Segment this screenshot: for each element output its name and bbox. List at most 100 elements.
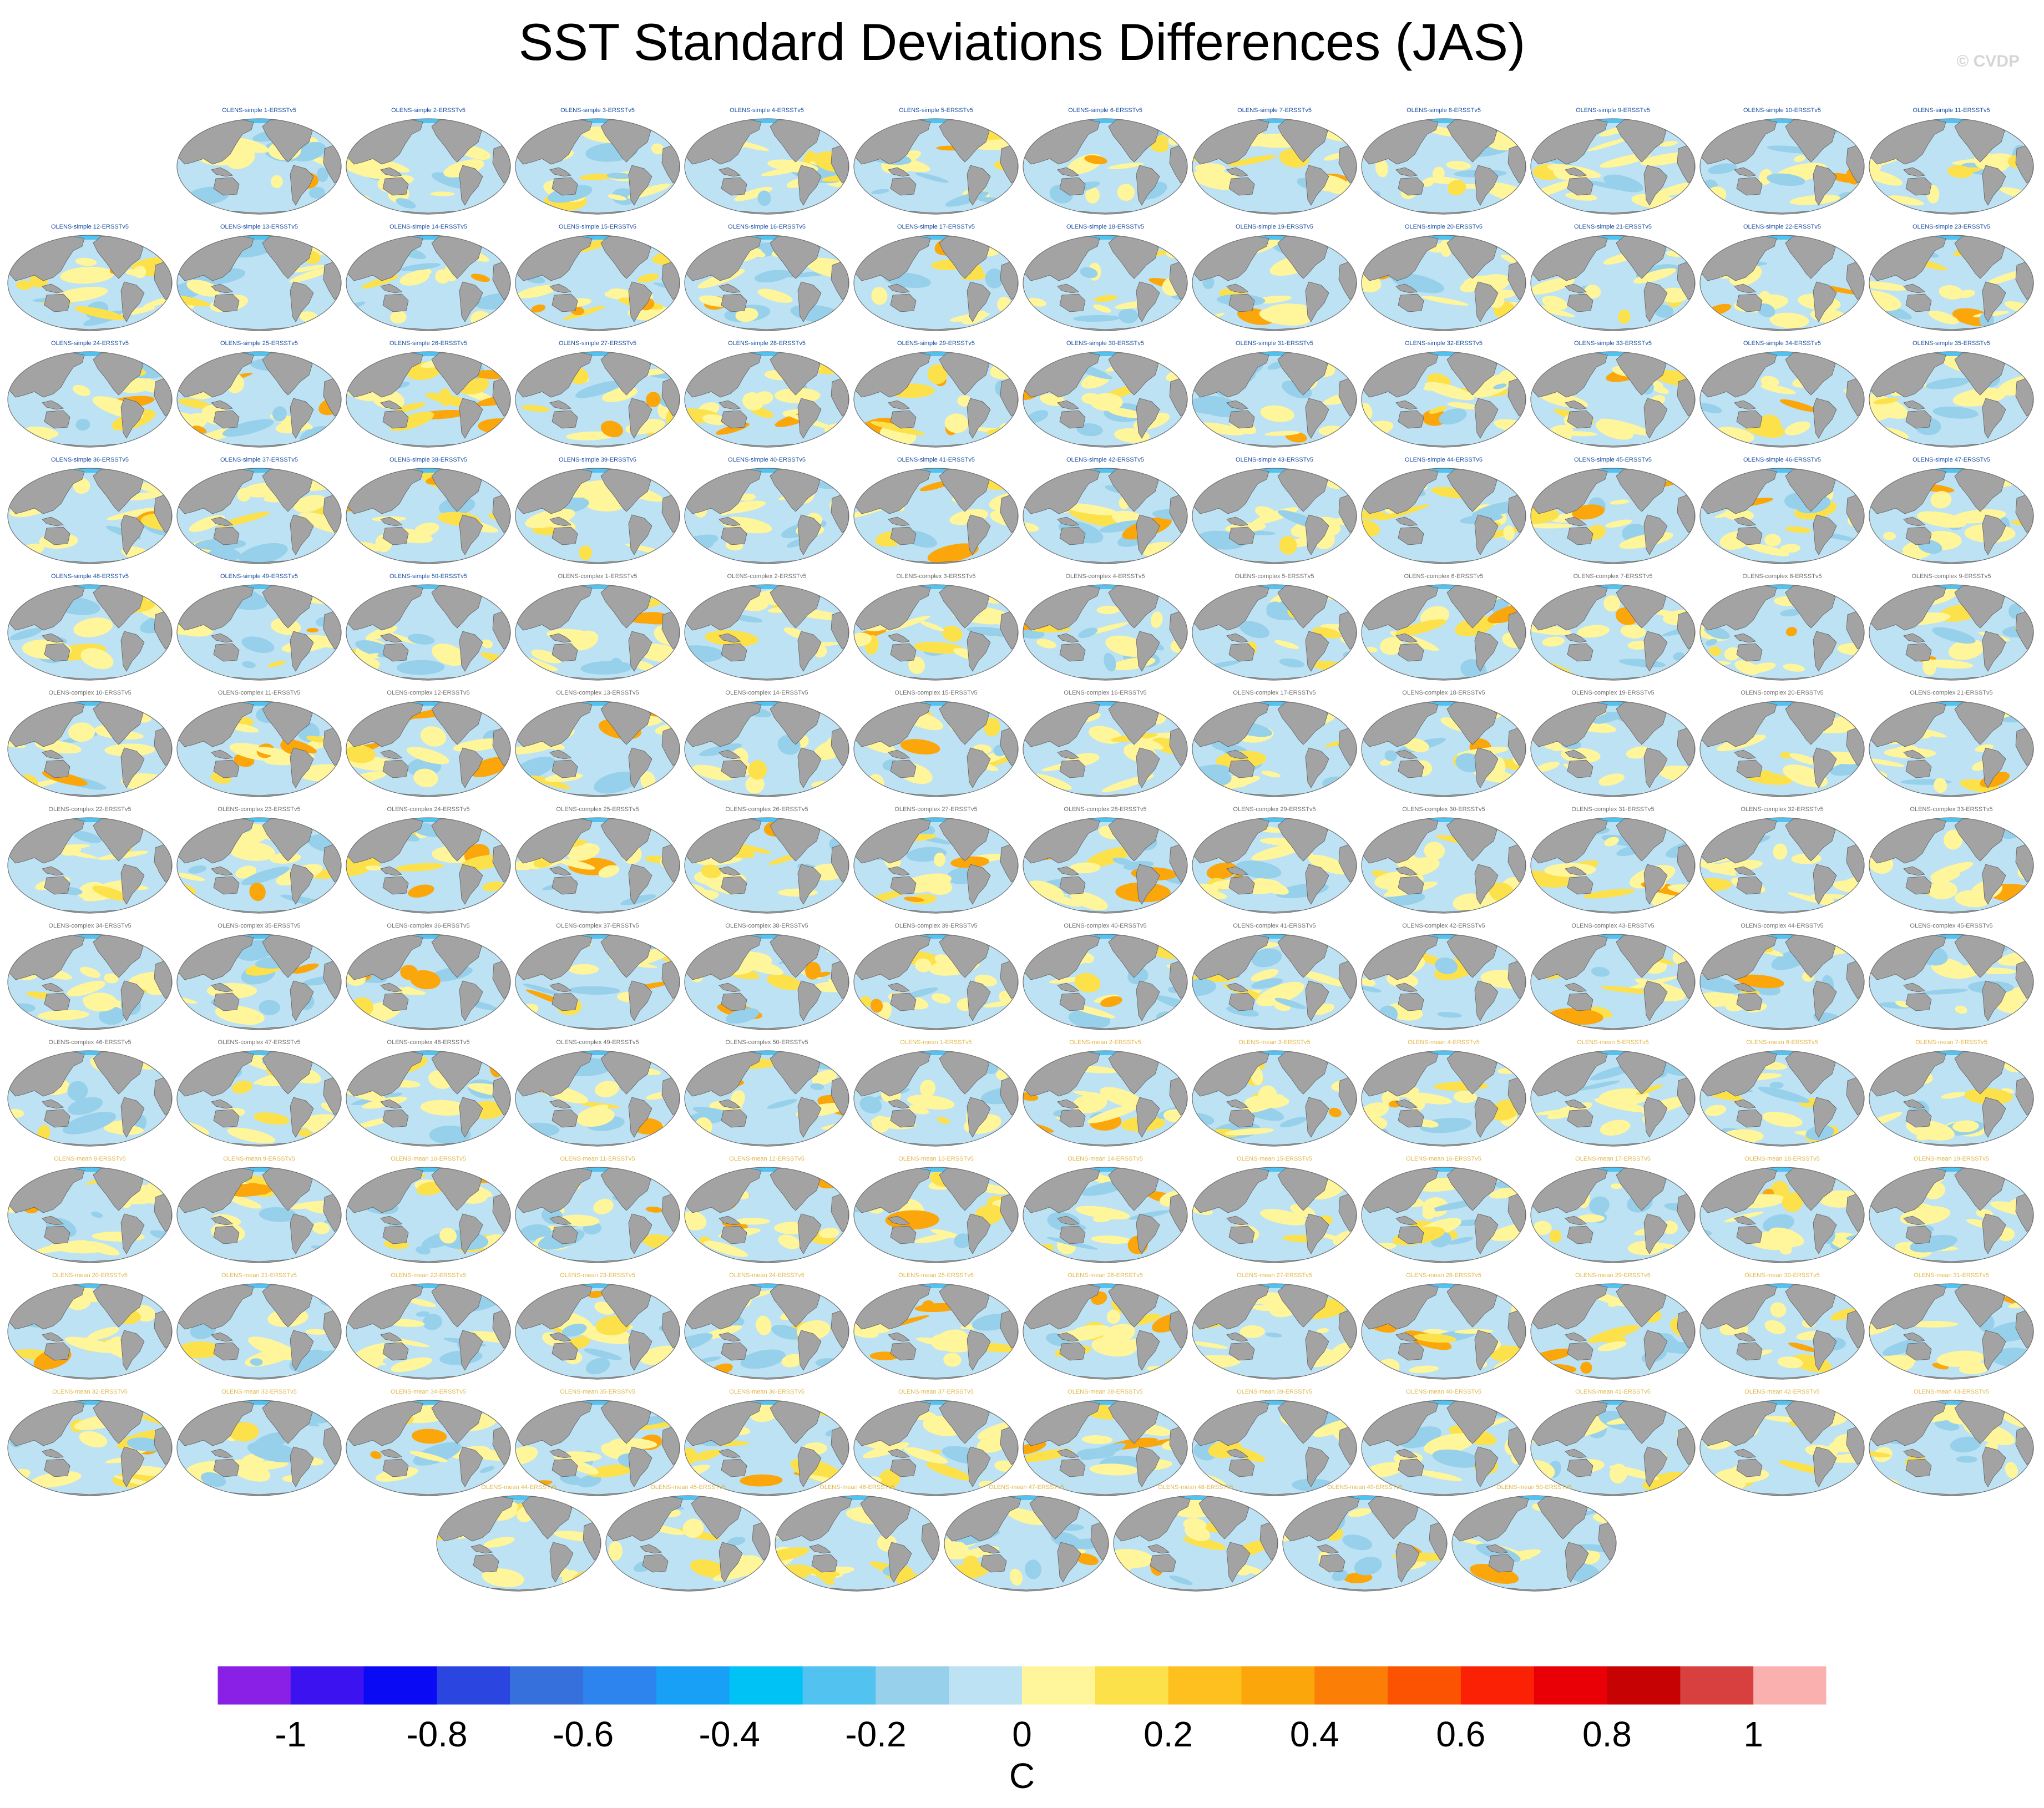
land-mass [290, 398, 314, 439]
anomaly-patch [1921, 989, 1968, 995]
anomaly-patch [235, 865, 257, 879]
land-mass [44, 1109, 70, 1128]
land-mass [1903, 400, 1925, 410]
map-panel: OLENS-mean 15-ERSSTv5 [1192, 1156, 1357, 1263]
land-mass [1057, 516, 1079, 526]
map-panel: OLENS-complex 9-ERSSTv5 [1869, 573, 2034, 681]
anomaly-patch [1100, 520, 1145, 533]
map-panel: OLENS-complex 22-ERSSTv5 [7, 806, 173, 914]
land-mass [44, 992, 70, 1011]
anomaly-patch [1604, 837, 1619, 847]
anomaly-patch [516, 285, 558, 298]
land-mass [1226, 866, 1248, 876]
panel-title: OLENS-complex 34-ERSSTv5 [48, 923, 131, 929]
land-mass [797, 747, 822, 788]
globe-outline [1699, 1167, 1865, 1263]
anomaly-patch [915, 173, 949, 183]
anomaly-patch [72, 830, 102, 843]
anomaly-patch [1542, 295, 1568, 310]
land-mass [1643, 281, 1668, 322]
land-mass [1398, 1109, 1424, 1128]
panel-title: OLENS-simple 20-ERSSTv5 [1405, 224, 1483, 230]
panel-title: OLENS-simple 35-ERSSTv5 [1913, 340, 1990, 347]
panel-title: OLENS-simple 31-ERSSTv5 [1236, 340, 1313, 347]
globe-outline [1699, 118, 1865, 215]
anomaly-patch [1225, 1128, 1274, 1136]
land-mass [459, 1213, 483, 1254]
land-mass [552, 293, 578, 312]
land-mass [797, 398, 822, 439]
anomaly-patch [1023, 523, 1039, 532]
panel-title: OLENS-simple 11-ERSSTv5 [1913, 107, 1990, 114]
anomaly-patch [1490, 1223, 1526, 1242]
land-mass [42, 633, 64, 643]
anomaly-patch [60, 845, 82, 856]
anomaly-patch [733, 615, 763, 623]
anomaly-patch [1927, 881, 1957, 900]
globe-outline [1023, 1050, 1188, 1147]
anomaly-patch [814, 971, 831, 978]
globe-outline [7, 351, 173, 448]
anomaly-patch [702, 414, 727, 426]
panel-title: OLENS-simple 29-ERSSTv5 [897, 340, 975, 347]
anomaly-patch [1069, 862, 1101, 874]
land-mass [213, 876, 240, 895]
globe-outline [1530, 468, 1696, 564]
anomaly-patch [346, 160, 396, 180]
land-mass [552, 643, 578, 662]
anomaly-patch [778, 1234, 801, 1249]
globe-outline [7, 1167, 173, 1263]
land-mass [1813, 980, 1837, 1021]
anomaly-patch [819, 1227, 840, 1239]
anomaly-patch [1380, 637, 1404, 655]
globe-outline [1869, 584, 2034, 681]
panel-title: OLENS-complex 21-ERSSTv5 [1910, 690, 1992, 696]
anomaly-patch [242, 661, 256, 668]
land-mass [1136, 864, 1160, 905]
land-mass [1734, 983, 1756, 992]
map-panel: OLENS-complex 4-ERSSTv5 [1023, 573, 1188, 681]
land-mass [1905, 876, 1932, 895]
anomaly-patch [80, 648, 114, 670]
map-panel: OLENS-simple 35-ERSSTv5 [1869, 340, 2034, 448]
globe-outline [853, 351, 1019, 448]
land-mass [1734, 866, 1756, 876]
globe-outline [1869, 351, 2034, 448]
land-mass [213, 759, 240, 778]
panel-title: OLENS-mean 19-ERSSTv5 [1914, 1156, 1989, 1162]
anomaly-patch [1087, 1104, 1140, 1123]
anomaly-patch [1362, 978, 1376, 986]
globe-outline [1530, 118, 1696, 215]
land-mass [1474, 631, 1499, 672]
map-panel: OLENS-complex 39-ERSSTv5 [853, 923, 1019, 1030]
anomaly-patch [1659, 140, 1678, 147]
anomaly-patch [981, 980, 995, 985]
land-mass [1567, 526, 1593, 545]
anomaly-patch [1932, 406, 1979, 419]
land-mass [290, 1097, 314, 1138]
panel-title: OLENS-mean 8-ERSSTv5 [54, 1156, 126, 1162]
land-mass [549, 1099, 571, 1109]
anomaly-patch [282, 738, 317, 753]
map-panel: OLENS-complex 35-ERSSTv5 [176, 923, 342, 1030]
land-mass [1982, 1097, 2006, 1138]
anomaly-patch [1266, 601, 1286, 618]
land-mass [888, 400, 910, 410]
anomaly-patch [178, 398, 211, 409]
globe-outline [1869, 468, 2034, 564]
panel-title: OLENS-simple 14-ERSSTv5 [389, 224, 467, 230]
anomaly-patch [600, 421, 623, 438]
anomaly-patch [1939, 285, 1964, 300]
land-mass [211, 633, 233, 643]
map-panel: OLENS-simple 31-ERSSTv5 [1192, 340, 1357, 448]
panel-title: OLENS-complex 15-ERSSTv5 [894, 690, 977, 696]
figure-title: SST Standard Deviations Differences (JAS… [518, 13, 1526, 71]
anomaly-patch [1955, 1005, 1967, 1014]
land-mass [380, 633, 402, 643]
anomaly-patch [1080, 267, 1098, 278]
anomaly-patch [1492, 290, 1516, 298]
land-mass [1982, 281, 2006, 322]
panel-title: OLENS-complex 37-ERSSTv5 [556, 923, 639, 929]
panel-title: OLENS-simple 4-ERSSTv5 [730, 107, 804, 114]
globe-outline [1869, 1167, 2034, 1263]
